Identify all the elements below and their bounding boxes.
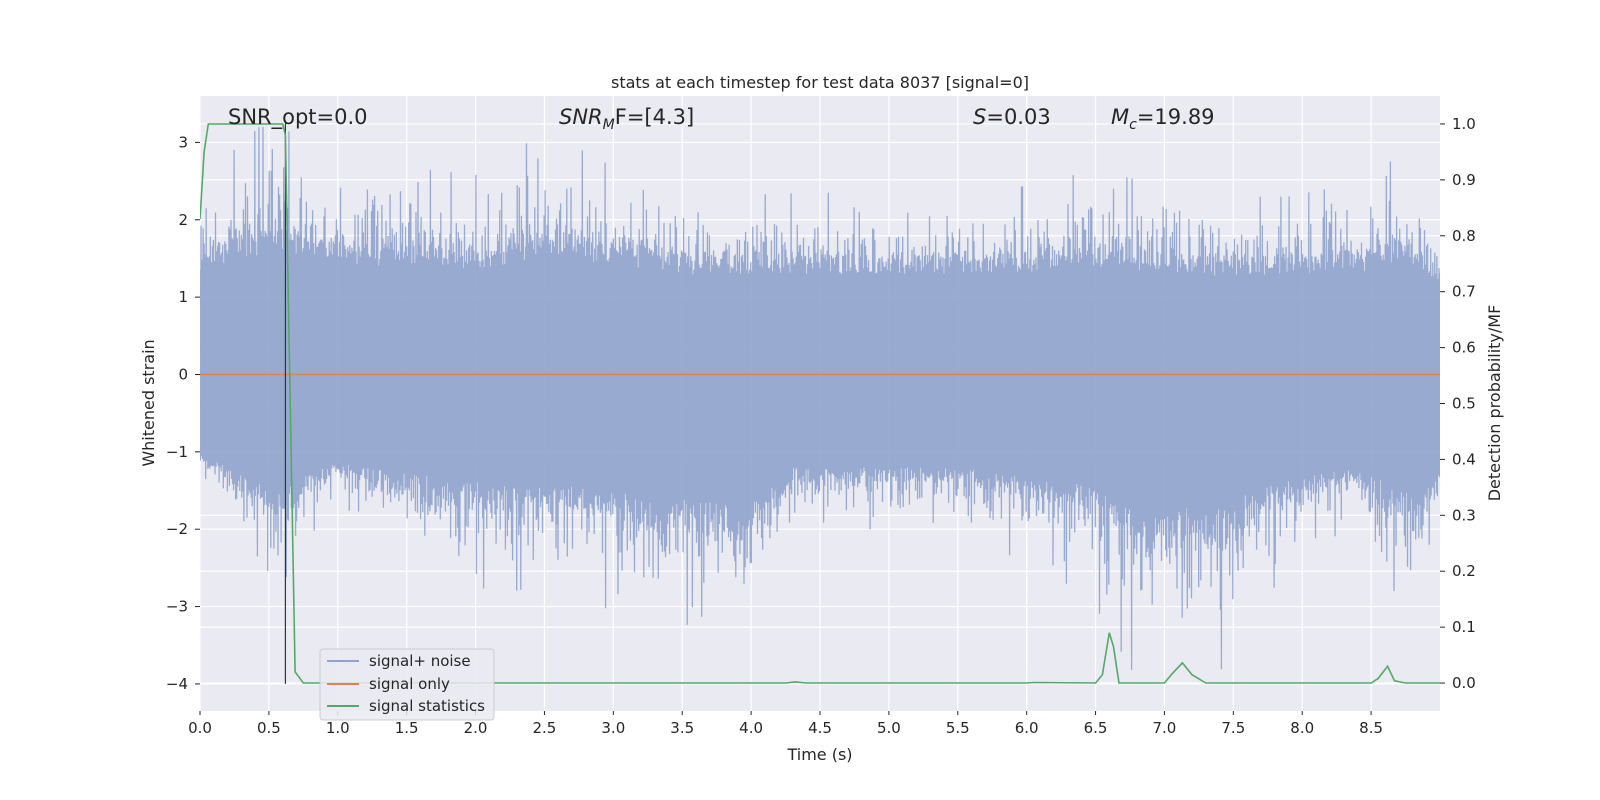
y-tick-label: 3: [178, 133, 188, 151]
x-tick-label: 6.5: [1084, 719, 1108, 737]
mc-prefix: M: [1111, 105, 1129, 129]
legend-label-signal-statistics: signal statistics: [369, 697, 485, 715]
y2-tick-label: 1.0: [1452, 115, 1476, 133]
y2-tick-label: 0.5: [1452, 395, 1476, 413]
y-tick-label: 1: [178, 288, 188, 306]
y-tick-label: 2: [178, 211, 188, 229]
plot-area: [200, 123, 1440, 684]
y-tick-label: −3: [166, 598, 188, 616]
x-tick-label: 1.5: [395, 719, 419, 737]
s-suffix: =0.03: [986, 105, 1050, 129]
x-tick-label: 3.0: [601, 719, 625, 737]
y2-tick-label: 0.3: [1452, 506, 1476, 524]
legend-label-signal-noise: signal+ noise: [369, 652, 471, 670]
ticks: 0.0 0.5 1.0 1.5 2.0 2.5 3.0 3.5 4.0 4.5 5.0 5.5 6.0 6…: [166, 115, 1476, 737]
x-tick-label: 1.0: [326, 719, 350, 737]
y2-tick-label: 0.2: [1452, 562, 1476, 580]
y2-tick-label: 0.9: [1452, 171, 1476, 189]
y2-tick-label: 0.8: [1452, 227, 1476, 245]
annotation-mc: Mc=19.89: [1111, 105, 1215, 133]
x-tick-label: 0.0: [188, 719, 212, 737]
annotation-snr-mf: SNRMF=[4.3]: [559, 105, 694, 133]
y-tick-label: −1: [166, 443, 188, 461]
x-tick-label: 2.0: [464, 719, 488, 737]
x-axis-label: Time (s): [786, 745, 852, 764]
x-tick-label: 6.0: [1015, 719, 1039, 737]
x-tick-label: 5.0: [877, 719, 901, 737]
y2-tick-label: 0.1: [1452, 618, 1476, 636]
x-tick-label: 2.5: [533, 719, 557, 737]
x-tick-label: 7.0: [1153, 719, 1177, 737]
y2-tick-label: 0.7: [1452, 283, 1476, 301]
mc-suffix: =19.89: [1137, 105, 1215, 129]
y2-tick-label: 0.6: [1452, 339, 1476, 357]
series-signal-noise-line: [200, 126, 1440, 670]
y2-tick-label: 0.4: [1452, 450, 1476, 468]
x-tick-label: 4.5: [808, 719, 832, 737]
x-tick-label: 4.0: [739, 719, 763, 737]
x-tick-label: 7.5: [1221, 719, 1245, 737]
snr-mf-prefix: SNR: [559, 105, 603, 129]
mc-sub: c: [1129, 117, 1137, 133]
annotation-s: S=0.03: [973, 105, 1051, 129]
legend: signal+ noise signal only signal statist…: [319, 648, 495, 721]
s-prefix: S: [973, 105, 986, 129]
x-tick-label: 8.5: [1359, 719, 1383, 737]
annotation-snr-opt: SNR_opt=0.0: [228, 105, 368, 130]
x-tick-label: 8.0: [1290, 719, 1314, 737]
y-tick-label: −2: [166, 520, 188, 538]
y2-axis-label: Detection probability/MF: [1485, 305, 1504, 502]
snr-mf-suffix: F=[4.3]: [615, 105, 694, 129]
y-tick-label: −4: [166, 675, 188, 693]
x-tick-label: 3.5: [670, 719, 694, 737]
x-tick-label: 5.5: [946, 719, 970, 737]
legend-label-signal-only: signal only: [369, 675, 450, 693]
x-tick-label: 0.5: [257, 719, 281, 737]
snr-mf-sub: M: [603, 117, 615, 133]
y-axis-label: Whitened strain: [139, 339, 158, 466]
series-signal-statistics-line: [200, 123, 1440, 684]
y-tick-label: 0: [178, 365, 188, 383]
y2-tick-label: 0.0: [1452, 674, 1476, 692]
legend-box: [319, 648, 495, 721]
chart-title: stats at each timestep for test data 803…: [611, 73, 1029, 92]
